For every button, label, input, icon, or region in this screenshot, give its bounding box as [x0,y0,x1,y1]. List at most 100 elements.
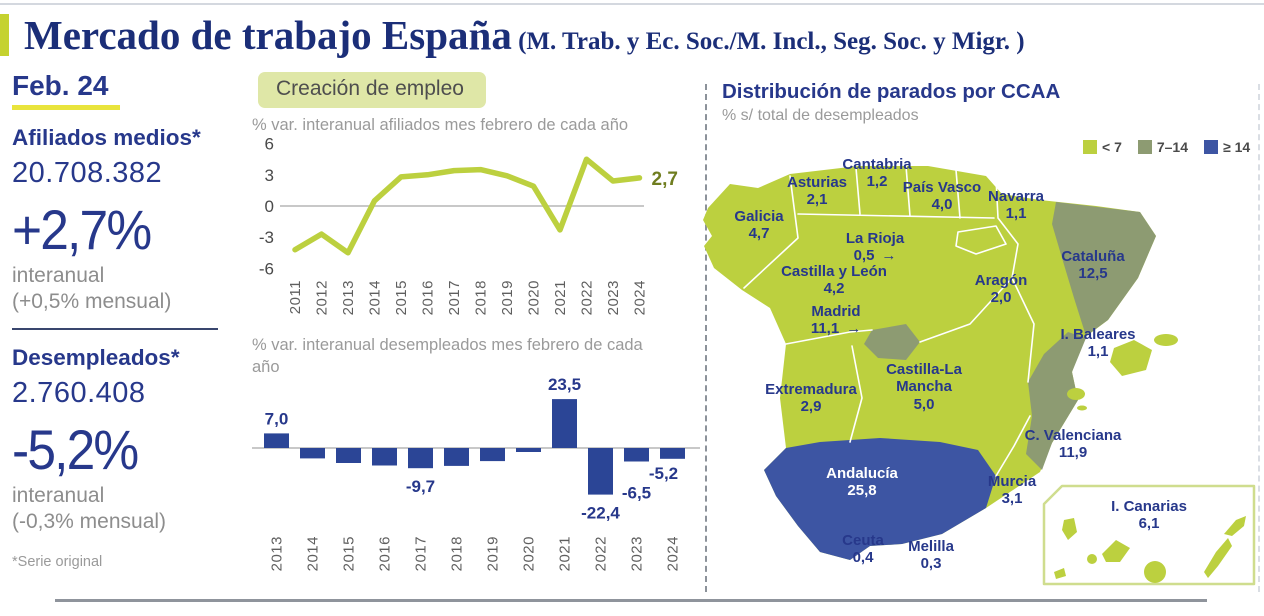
x-tick: 2017 [413,536,430,571]
map-subtitle: % s/ total de desempleados [722,107,919,124]
map-label-galicia: Galicia 4,7 [734,208,783,243]
kpi-sidebar: Feb. 24 Afiliados medios* 20.708.382 +2,… [12,70,248,570]
bar-2021 [552,399,577,449]
x-tick: 2021 [557,536,574,571]
x-tick: 2020 [521,536,538,571]
unemployed-yoy: -5,2% [12,418,139,482]
region-name-ceuta: Ceuta [842,532,884,549]
map-label-baleares: I. Baleares 1,1 [1060,326,1135,361]
region-baleares-mallorca [1110,340,1152,376]
map-label-la-rioja: La Rioja 0,5 → [846,230,904,265]
x-tick: 2018 [449,536,466,571]
region-value-pais-vasco: 4,0 [931,196,953,214]
region-value-galicia: 4,7 [748,225,770,243]
unemployed-value: 2.760.408 [12,377,146,410]
bar-2013 [264,433,289,449]
region-madrid [864,324,920,360]
unemployed-bar-chart: 7,0 -9,7 23,5 -22,4-6,5-5,2 2013 2014 2015 2016… [252,375,700,572]
unemployed-yoy-sub: interanual (-0,3% mensual) [12,483,248,534]
x-tick: 2023 [629,536,646,571]
x-tick: 2016 [377,536,394,571]
map-label-canarias: I. Canarias 6,1 [1111,498,1187,533]
x-tick: 2019 [485,536,502,571]
bottom-rule [55,599,1207,602]
bar-label-2017: -9,7 [406,478,435,497]
map-header: Distribución de parados por CCAA % s/ to… [722,80,1060,125]
x-tick: 2014 [305,536,322,571]
affiliates-yoy-sub: interanual (+0,5% mensual) [12,263,248,314]
y-tick: 3 [265,166,274,185]
region-value-cataluna: 12,5 [1078,265,1108,283]
map-label-cataluna: Cataluña 12,5 [1061,248,1124,283]
x-tick: 2024 [632,280,649,315]
x-tick: 2017 [446,280,463,315]
region-name-la-rioja: La Rioja [845,230,905,247]
section-divider-dashed [705,84,707,592]
x-tick: 2021 [552,280,569,315]
region-name-pais-vasco: País Vasco [902,179,982,196]
employment-column: Creación de empleo % var. interanual afi… [252,72,704,578]
bar-label-2024: -5,2 [649,464,678,483]
map-title: Distribución de parados por CCAA [722,80,1061,103]
x-tick: 2020 [526,280,543,315]
region-value-c-valenciana: 11,9 [1058,444,1088,462]
region-value-ceuta: 0,4 [852,549,874,567]
bar-chart-title: % var. interanual desempleados mes febre… [252,336,643,376]
bar-2019 [480,448,505,462]
region-name-cataluna: Cataluña [1061,248,1125,265]
affiliates-label: Afiliados medios* [12,125,201,150]
region-name-baleares: I. Baleares [1060,326,1136,343]
legend-label-7-14: 7–14 [1156,139,1189,155]
x-tick: 2019 [499,280,516,315]
legend-item-lt7: < 7 [1083,139,1122,155]
map-label-pais-vasco: País Vasco 4,0 [903,179,981,214]
arrow-icon: → [881,247,897,265]
region-value-extremadura: 2,9 [800,398,822,416]
page-header: Mercado de trabajo España (M. Trab. y Ec… [0,14,1025,56]
y-tick: 0 [265,197,274,216]
legend-swatch-7-14 [1137,140,1152,154]
top-rule [0,3,1264,5]
map-label-murcia: Murcia 3,1 [988,473,1036,508]
region-name-canarias: I. Canarias [1111,498,1187,515]
map-label-c-valenciana: C. Valenciana 11,9 [1025,427,1122,462]
region-value-cantabria: 1,2 [866,173,888,191]
region-canarias-tenerife [1102,540,1130,562]
page-title: Mercado de trabajo España (M. Trab. y Ec… [24,15,1025,56]
x-tick: 2022 [593,536,610,571]
bar-label-2021: 23,5 [548,375,581,394]
region-name-extremadura: Extremadura [765,381,857,398]
region-canarias-fuerteventura [1204,538,1232,578]
bar-2015 [336,448,361,464]
x-tick: 2014 [367,280,384,315]
region-name-castilla-y-leon: Castilla y León [781,263,887,280]
legend-swatch-lt7 [1083,140,1097,154]
region-baleares-formentera [1077,405,1087,411]
page-title-main: Mercado de trabajo España [24,12,512,58]
bar-2020 [516,448,541,453]
bar-label-2022: -22,4 [581,504,620,523]
spain-map: Galicia 4,7 Asturias 2,1 Cantabria 1,2 País Va… [700,148,1264,600]
region-value-canarias: 6,1 [1138,515,1160,533]
legend-label-ge14: ≥ 14 [1223,139,1251,155]
x-tick: 2022 [579,280,596,315]
region-canarias-la-palma [1062,518,1077,540]
region-name-galicia: Galicia [734,208,784,225]
bar-2014 [300,448,325,459]
affiliates-line-chart: 6 3 0 -3 -6 2,7 2011 2012 2013 2014 2015 2016 2017 20… [259,135,678,316]
right-edge-dashed [1258,84,1260,592]
region-name-navarra: Navarra [988,188,1044,205]
series-footnote: *Serie original [12,554,103,571]
x-tick: 2011 [287,280,304,314]
unemployed-label: Desempleados* [12,345,180,371]
region-canarias-lanzarote [1224,516,1246,536]
affiliates-yoy: +2,7% [12,198,152,261]
affiliates-monthly: (+0,5% mensual) [12,289,172,313]
map-legend: < 7 7–14 ≥ 14 [1083,139,1250,155]
region-value-castilla-la-mancha: 5,0 [913,395,935,413]
region-andalucia [764,438,996,560]
region-name-aragon: Aragón [974,272,1028,289]
y-tick: -3 [259,229,274,248]
region-name-melilla: Melilla [908,538,954,555]
map-label-navarra: Navarra 1,1 [988,188,1044,223]
